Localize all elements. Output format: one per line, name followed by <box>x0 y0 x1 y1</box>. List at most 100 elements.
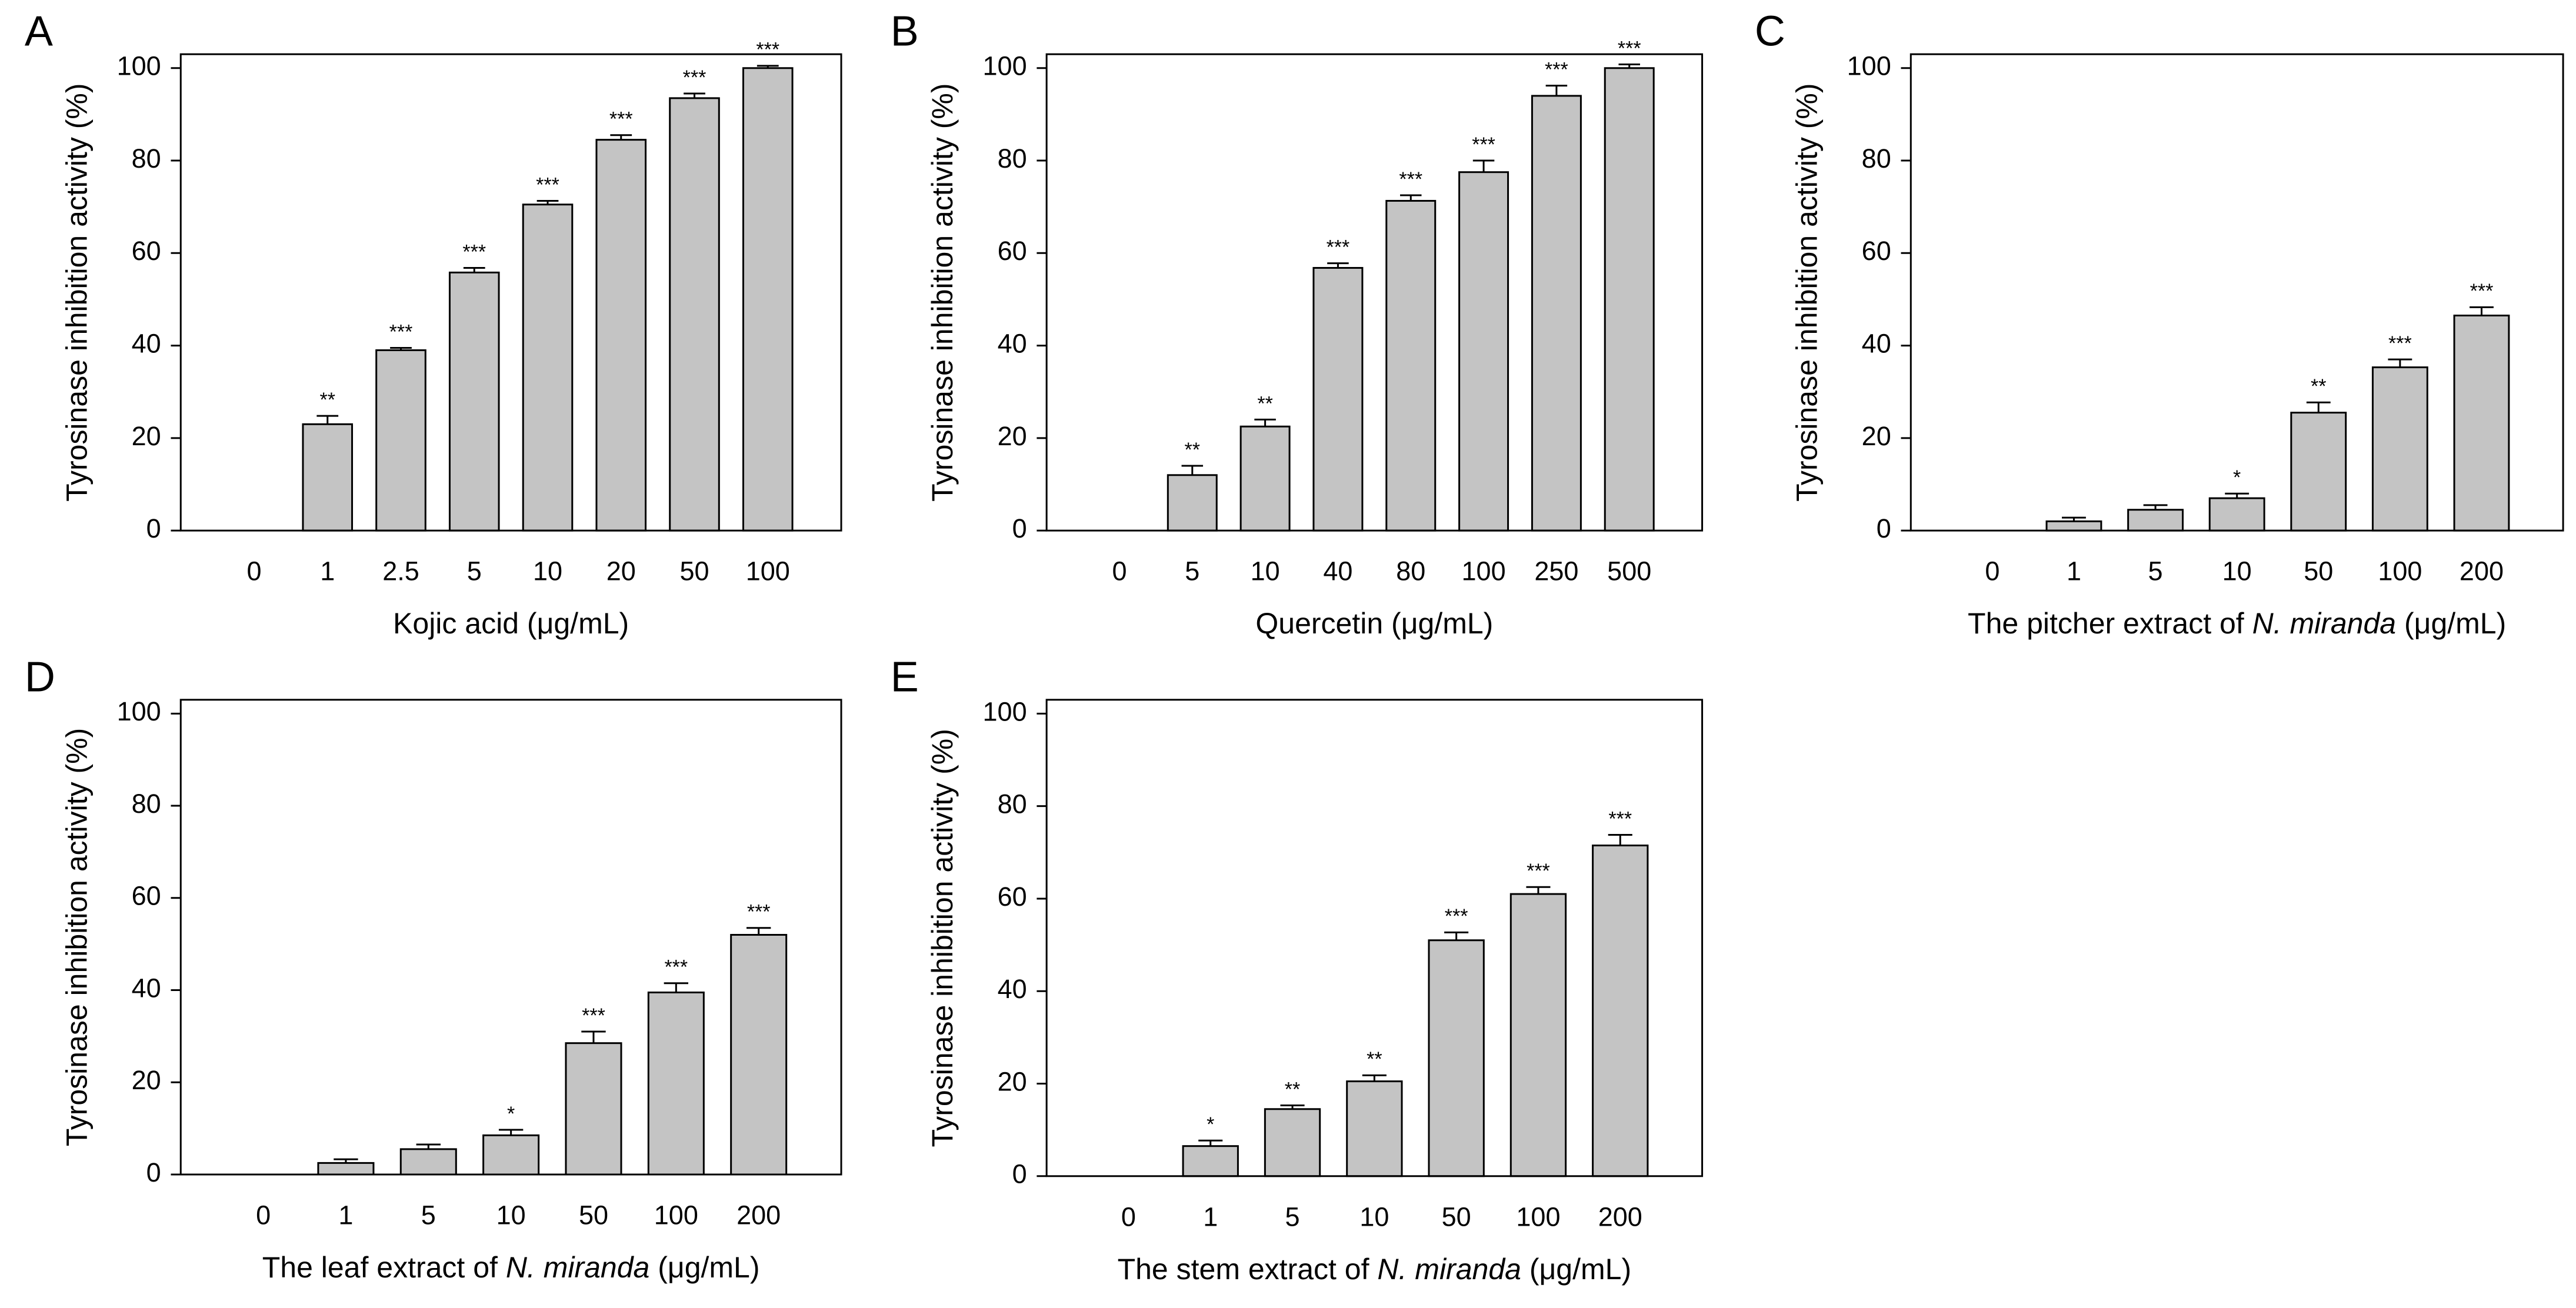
x-tick-label: 50 <box>679 556 709 586</box>
x-tick-label: 50 <box>579 1200 608 1230</box>
bar <box>2127 509 2184 532</box>
significance: ** <box>1367 1048 1382 1070</box>
x-tick-label: 1 <box>2067 556 2081 586</box>
y-tick-label: 60 <box>998 882 1027 912</box>
y-axis-title: Tyrosinase inhibition activity (%) <box>60 728 93 1146</box>
x-tick-label: 5 <box>421 1200 436 1230</box>
significance: *** <box>1527 860 1550 882</box>
y-tick-label: 80 <box>998 789 1027 819</box>
error-bar <box>2306 401 2331 413</box>
x-axis-title-part: N. miranda <box>506 1251 650 1284</box>
y-tick-label: 80 <box>1862 144 1891 173</box>
plot-frame <box>1909 53 2564 532</box>
error-bar <box>498 1129 524 1136</box>
x-axis-title: Kojic acid (μg/mL) <box>393 607 629 640</box>
bar <box>482 1134 540 1176</box>
error-bar <box>610 134 632 140</box>
significance: ** <box>1285 1078 1300 1100</box>
x-tick-label: 5 <box>2148 556 2163 586</box>
x-tick-label: 10 <box>1251 556 1280 586</box>
panel: A 0 20 40 60 80 100 0 1 ** 2.5 *** 5 *** 10 *** 20 *** 50 *… <box>25 8 842 640</box>
panel: E 0 20 40 60 80 100 0 1 * 5 ** 10 ** 50 *** 100 *** 200 ***… <box>891 653 1704 1286</box>
significance: *** <box>756 39 779 61</box>
x-tick-label: 10 <box>1359 1202 1389 1232</box>
x-axis-title-part: (μg/mL) <box>1521 1253 1631 1286</box>
x-tick-label: 250 <box>1534 556 1578 586</box>
x-axis-title-part: The pitcher extract of <box>1968 607 2252 640</box>
bar <box>375 349 426 532</box>
bar <box>522 203 574 532</box>
y-tick-label: 100 <box>983 696 1027 726</box>
x-tick-label: 0 <box>246 556 261 586</box>
error-bar <box>536 199 559 205</box>
error-bar <box>2143 504 2168 510</box>
y-tick-label: 0 <box>1012 1159 1027 1189</box>
error-bar <box>1608 833 1632 846</box>
x-axis-title: The stem extract of N. miranda (μg/mL) <box>1118 1253 1632 1286</box>
bar <box>2453 314 2510 532</box>
error-bar <box>463 266 485 273</box>
error-bar <box>334 1158 358 1163</box>
bar <box>1428 939 1485 1177</box>
significance: * <box>1207 1113 1214 1136</box>
x-axis-title-part: Kojic acid (μg/mL) <box>393 607 629 640</box>
panel: C 0 20 40 60 80 100 0 1 5 10 * 50 ** 100 *** 200 *** Tyros… <box>1755 8 2564 640</box>
x-tick-label: 200 <box>737 1200 781 1230</box>
bar <box>1604 67 1655 532</box>
significance: *** <box>1618 37 1641 59</box>
significance: ** <box>2311 375 2326 398</box>
x-tick-label: 40 <box>1323 556 1352 586</box>
y-tick-label: 100 <box>1847 51 1891 81</box>
panel-label: B <box>891 8 919 55</box>
y-axis-title: Tyrosinase inhibition activity (%) <box>1790 83 1823 501</box>
x-axis-title: The pitcher extract of N. miranda (μg/mL… <box>1968 607 2506 640</box>
error-bar <box>746 927 771 935</box>
y-axis-title: Tyrosinase inhibition activity (%) <box>60 83 93 501</box>
y-tick-label: 40 <box>132 328 161 358</box>
significance: ** <box>1185 439 1200 461</box>
x-tick-label: 5 <box>1285 1202 1300 1232</box>
x-axis-title: The leaf extract of N. miranda (μg/mL) <box>262 1251 760 1284</box>
error-bar <box>2062 516 2086 522</box>
x-tick-label: 80 <box>1396 556 1425 586</box>
bar <box>1182 1145 1239 1177</box>
panel-label: A <box>25 8 53 55</box>
plot-frame <box>1045 53 1704 532</box>
x-tick-label: 50 <box>2304 556 2333 586</box>
panel-label: C <box>1755 8 1785 55</box>
significance: *** <box>582 1005 605 1027</box>
error-bar <box>1526 886 1551 895</box>
y-tick-label: 100 <box>117 51 161 81</box>
bar <box>1458 171 1509 532</box>
y-tick-label: 20 <box>132 421 161 451</box>
error-bar <box>1444 931 1469 940</box>
bar <box>317 1162 375 1176</box>
significance: *** <box>609 108 633 131</box>
error-bar <box>1254 418 1276 427</box>
bar <box>730 933 788 1176</box>
error-bar <box>2225 492 2250 499</box>
error-bar <box>1545 85 1568 96</box>
significance: *** <box>389 321 413 343</box>
bar <box>1509 893 1567 1177</box>
bar <box>2045 520 2102 532</box>
x-tick-label: 0 <box>1112 556 1127 586</box>
x-tick-label: 200 <box>1598 1202 1642 1232</box>
error-bar <box>1198 1139 1223 1146</box>
significance: ** <box>1257 392 1272 415</box>
x-axis-title-part: (μg/mL) <box>2396 607 2506 640</box>
significance: *** <box>536 173 559 196</box>
error-bar <box>390 347 412 351</box>
bar <box>2208 497 2265 532</box>
error-bar <box>1472 159 1495 172</box>
y-tick-label: 60 <box>132 881 161 911</box>
bar <box>1346 1080 1403 1177</box>
bar <box>647 991 705 1176</box>
bar <box>302 423 354 532</box>
y-tick-label: 0 <box>146 513 161 543</box>
significance: *** <box>1608 808 1632 830</box>
bar <box>1167 474 1218 532</box>
bar <box>565 1042 622 1176</box>
panel: B 0 20 40 60 80 100 0 5 ** 10 ** 40 *** 80 *** 100 *** 250… <box>891 8 1704 640</box>
